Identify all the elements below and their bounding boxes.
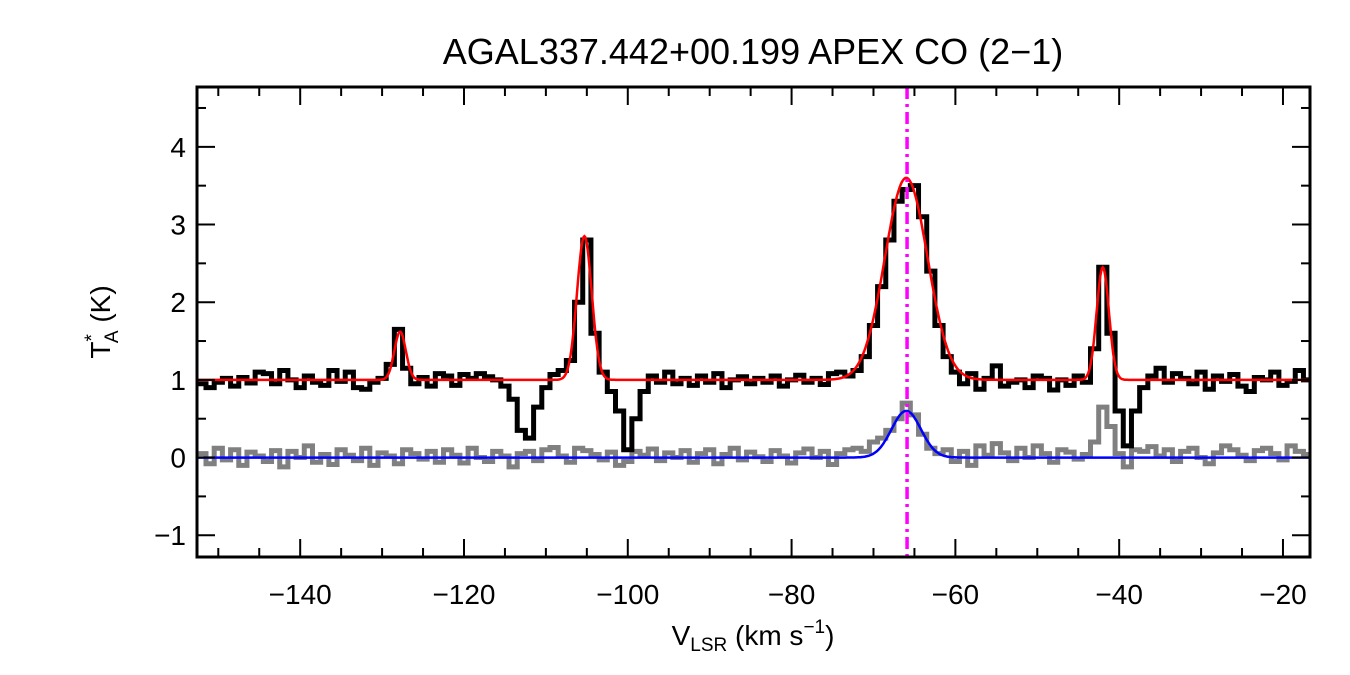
chart-title: AGAL337.442+00.199 APEX CO (2−1) — [443, 31, 1063, 72]
axis-ticks — [197, 87, 1310, 557]
y-tick-label: 1 — [170, 365, 186, 396]
x-tick-label: −40 — [1095, 579, 1143, 610]
observed-spectrum-line — [197, 183, 1310, 453]
x-tick-label: −20 — [1259, 579, 1307, 610]
x-tick-label: −80 — [768, 579, 816, 610]
y-tick-label: 3 — [170, 210, 186, 241]
y-tick-labels: −1 0 1 2 3 4 — [154, 132, 186, 551]
plot-frame — [195, 85, 1312, 559]
y-axis-label: T*A (K) — [82, 285, 123, 358]
y-tick-label: 0 — [170, 443, 186, 474]
x-tick-labels: −140 −120 −100 −80 −60 −40 −20 — [269, 579, 1307, 610]
y-tick-label: 4 — [170, 132, 186, 163]
y-tick-label: 2 — [170, 287, 186, 318]
plot-data — [197, 87, 1310, 557]
residual-fit-line — [197, 409, 1310, 459]
x-tick-label: −120 — [432, 579, 495, 610]
residual-spectrum-line — [197, 400, 1310, 470]
gaussian-fit-line — [197, 176, 1310, 382]
y-tick-label: −1 — [154, 520, 186, 551]
x-tick-label: −140 — [269, 579, 332, 610]
x-tick-label: −100 — [596, 579, 659, 610]
x-axis-label: VLSR (km s−1) — [672, 617, 835, 656]
x-tick-label: −60 — [932, 579, 980, 610]
